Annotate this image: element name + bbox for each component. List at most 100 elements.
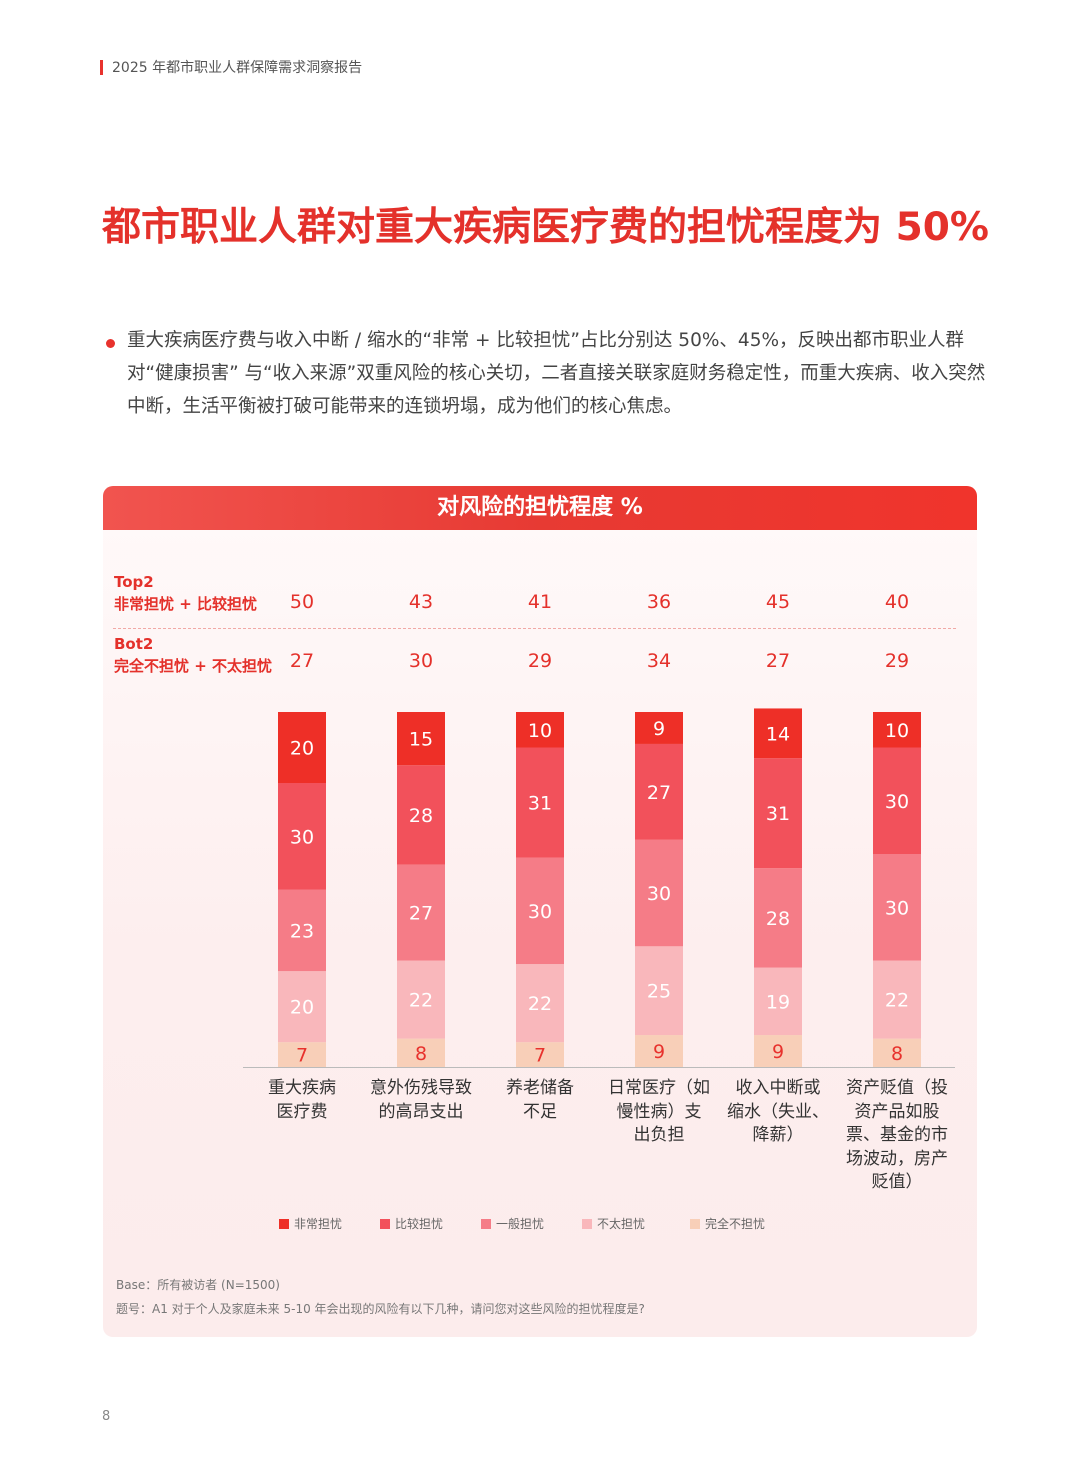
bar-data-label: 9 [653,718,665,740]
category-label-line: 票、基金的市 [846,1125,948,1145]
top2-value: 50 [289,591,315,613]
category-label: 重大疾病 医疗费 [243,1077,361,1124]
bar-data-label: 30 [528,901,552,923]
top2-label: Top2 非常担忧 + 比较担忧 [114,571,257,615]
bar-data-label: 7 [534,1045,546,1067]
bar-data-label: 14 [766,723,790,745]
page-title: 都市职业人群对重大疾病医疗费的担忧程度为 50% [102,205,989,250]
stacked-bar-chart: 7 20 23 30 20 8 22 27 28 15 7 22 30 31 10 9 25 30 27 9 9 19 28… [278,708,921,1067]
top2-label-line1: Top2 [114,573,154,591]
intro-paragraph: 重大疾病医疗费与收入中断 / 缩水的“非常 + 比较担忧”占比分别达 50%、4… [127,330,986,417]
legend-item: 一般担忧 [481,1215,544,1232]
bar-data-label: 20 [290,738,314,760]
category-label: 意外伤残导致 的高昂支出 [362,1077,480,1124]
bar-segment [516,964,564,1043]
chart-title: 对风险的担忧程度 % [103,486,977,530]
legend-label: 完全不担忧 [705,1217,766,1231]
bar-data-label: 22 [528,993,552,1015]
bullet-dot-icon [106,339,115,348]
bar-segment [397,1038,445,1067]
bar-data-label: 30 [647,883,671,905]
chart-card: 对风险的担忧程度 % Top2 非常担忧 + 比较担忧 Bot2 完全不担忧 +… [103,486,977,1337]
legend-swatch [380,1218,390,1229]
bar-data-label: 8 [415,1043,427,1065]
bar-segment [516,857,564,965]
bar-data-label: 30 [885,791,909,813]
category-label-line: 场波动，房产 [846,1148,948,1169]
category-label-line: 资产贬值（投 [846,1078,948,1098]
bar-segment [754,967,802,1036]
category-label: 收入中断或缩水（失业、 降薪） [719,1077,837,1148]
category-label-line: 资产品如股 [854,1101,940,1122]
bar-segment [278,1042,326,1067]
top2-value: 36 [646,591,672,613]
bar-segment [278,889,326,972]
row-divider [113,628,956,629]
report-title: 2025 年都市职业人群保障需求洞察报告 [112,60,363,76]
category-label-line: 不足 [523,1101,557,1122]
bar-segment [635,839,683,947]
bar-data-label: 15 [409,729,433,751]
top2-value: 41 [527,591,553,613]
category-label-line: 贬值） [871,1172,923,1192]
category-label-line: 的高昂支出 [378,1101,464,1122]
bar-data-label: 28 [766,908,790,930]
category-label: 资产贬值（投 资产品如股票、基金的市 场波动，房产 贬值） [838,1077,956,1195]
category-label-line: 缩水（失业、 [727,1101,829,1122]
bot2-value: 29 [527,650,553,672]
bar-data-label: 10 [885,720,909,742]
bar-segment [397,864,445,961]
top2-value: 43 [408,591,434,613]
bar-segment [873,1038,921,1067]
legend-label: 一般担忧 [496,1217,545,1231]
bar-data-label: 22 [885,990,909,1012]
bar-data-label: 30 [885,897,909,919]
bar-data-label: 9 [772,1041,784,1063]
bar-segment [873,960,921,1039]
bar-data-label: 31 [766,803,790,825]
bar-data-label: 28 [409,805,433,827]
bar-segment [754,868,802,968]
bar-segment [516,712,564,748]
legend-swatch [690,1218,700,1229]
report-header: 2025 年都市职业人群保障需求洞察报告 [100,56,362,78]
bar-data-label: 27 [409,903,433,925]
bar-data-label: 7 [296,1045,308,1067]
bar-data-label: 31 [528,793,552,815]
legend-item: 比较担忧 [380,1215,443,1232]
category-label-line: 日常医疗（如 [608,1078,710,1098]
bar-segment [635,743,683,840]
legend-item: 完全不担忧 [690,1215,765,1232]
bar-segment [635,1035,683,1067]
legend-label: 比较担忧 [395,1217,444,1231]
bar-segment [397,960,445,1039]
bar-data-label: 10 [528,720,552,742]
category-label-line: 降薪） [752,1125,804,1145]
bar-segment [516,1042,564,1067]
bot2-value: 27 [765,650,791,672]
legend-item: 非常担忧 [279,1215,342,1232]
bar-data-label: 8 [891,1043,903,1065]
chart-legend: 非常担忧 比较担忧 一般担忧 不太担忧 完全不担忧 [103,1215,977,1231]
top2-value: 40 [884,591,910,613]
bar-segment [635,946,683,1036]
top2-label-line2: 非常担忧 + 比较担忧 [114,595,258,613]
legend-item: 不太担忧 [582,1215,645,1232]
x-axis-line [243,1067,955,1068]
bar-data-label: 22 [409,990,433,1012]
top2-value: 45 [765,591,791,613]
bar-segment [278,712,326,783]
category-label: 养老储备 不足 [481,1077,599,1124]
category-label-line: 意外伤残导致 [370,1078,472,1098]
category-label-line: 收入中断或 [735,1078,821,1098]
footnote-base: Base：所有被访者 (N=1500) [116,1278,280,1292]
bar-data-label: 25 [647,981,671,1003]
bot2-label-line2: 完全不担忧 + 不太担忧 [114,657,273,675]
bar-segment [873,712,921,748]
bar-segment [278,783,326,890]
bot2-value: 34 [646,650,672,672]
bar-data-label: 19 [766,991,790,1013]
header-accent-bar [100,59,103,75]
bar-data-label: 30 [290,826,314,848]
category-label-line: 重大疾病 [268,1078,336,1098]
